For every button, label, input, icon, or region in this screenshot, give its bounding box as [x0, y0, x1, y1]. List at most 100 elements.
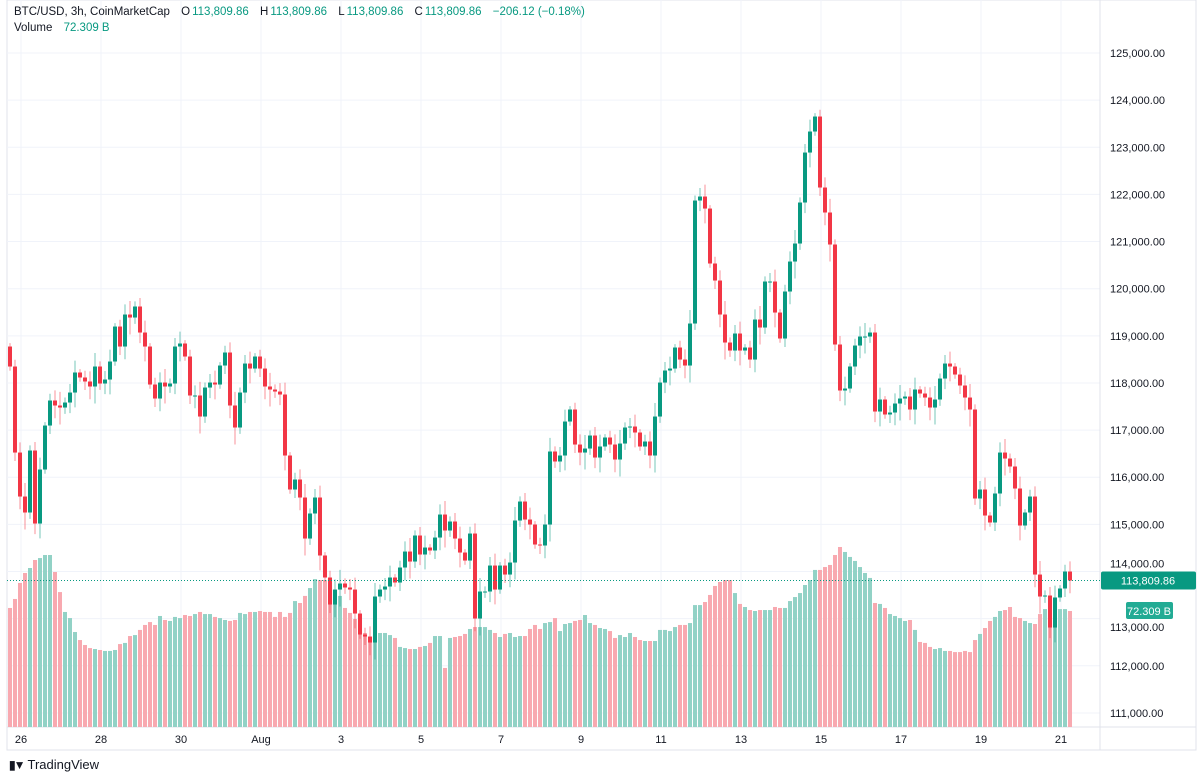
candle — [508, 552, 512, 588]
candle — [813, 113, 817, 136]
candle — [993, 486, 997, 531]
candle-body — [793, 243, 797, 262]
candle-body — [443, 514, 447, 531]
candle — [278, 383, 282, 406]
candle — [1048, 587, 1052, 639]
volume-bar — [1043, 609, 1047, 727]
volume-bar — [563, 623, 567, 727]
candle-body — [438, 514, 442, 538]
volume-bar — [148, 622, 152, 727]
candle-body — [283, 394, 287, 456]
candle — [598, 434, 602, 473]
candle-body — [543, 524, 547, 546]
candle — [858, 326, 862, 359]
volume-bar — [443, 667, 447, 727]
volume-bar — [153, 624, 157, 727]
volume-bar — [698, 605, 702, 727]
candle — [783, 284, 787, 348]
candle — [478, 577, 482, 636]
candle — [293, 472, 297, 498]
candle-body — [433, 537, 437, 551]
candle-body — [518, 501, 522, 521]
volume-bar — [858, 567, 862, 727]
volume-bar — [803, 585, 807, 727]
volume-bar — [523, 636, 527, 727]
candle-body — [628, 426, 632, 428]
symbol-label[interactable]: BTC/USD, 3h, CoinMarketCap — [14, 6, 170, 18]
volume-bar — [363, 632, 367, 727]
candle-body — [673, 347, 677, 369]
candle — [698, 188, 702, 212]
candle — [513, 506, 517, 580]
candle — [933, 385, 937, 425]
candle-body — [1053, 597, 1057, 628]
volume-bar — [873, 602, 877, 727]
volume-bar — [378, 632, 382, 727]
candle-body — [943, 363, 947, 379]
volume-bar — [773, 606, 777, 727]
volume-bar — [573, 620, 577, 727]
candle-body — [883, 399, 887, 415]
candle — [13, 359, 17, 462]
volume-bar — [753, 611, 757, 727]
volume-bar — [743, 606, 747, 727]
candle — [638, 429, 642, 451]
volume-bar — [958, 652, 962, 727]
candle-body — [468, 533, 472, 561]
candle — [693, 195, 697, 330]
candle — [208, 374, 212, 399]
candle-body — [958, 374, 962, 386]
volume-bar — [238, 612, 242, 727]
candle-body — [598, 446, 602, 458]
volume-bar — [578, 619, 582, 727]
volume-bar — [933, 649, 937, 727]
candle-body — [493, 565, 497, 590]
candle — [1003, 438, 1007, 476]
candle-body — [28, 450, 32, 513]
volume-bar — [888, 614, 892, 727]
candle — [453, 513, 457, 550]
candle — [618, 429, 622, 477]
candle — [378, 584, 382, 603]
volume-bar — [668, 631, 672, 727]
candle — [498, 562, 502, 594]
volume-bar — [783, 607, 787, 727]
candle-body — [243, 363, 247, 393]
tradingview-brand[interactable]: ▮▼ TradingView — [9, 757, 99, 772]
candle — [548, 437, 552, 542]
volume-bar — [588, 623, 592, 727]
candle-body — [1028, 496, 1032, 513]
candle-body — [738, 333, 742, 351]
candle-body — [538, 544, 542, 546]
volume-bar — [808, 580, 812, 727]
volume-bar — [338, 595, 342, 727]
volume-label[interactable]: Volume — [14, 22, 53, 34]
candle-series — [8, 109, 1072, 660]
volume-bar — [518, 636, 522, 727]
candle-body — [703, 196, 707, 209]
candle-body — [373, 596, 377, 643]
candle — [268, 372, 272, 407]
candle — [668, 356, 672, 386]
time-tick-label: 21 — [1055, 734, 1067, 746]
candle-body — [953, 366, 957, 375]
volume-bar — [823, 567, 827, 727]
candle-body — [33, 450, 37, 524]
volume-bar — [963, 650, 967, 727]
volume-bar — [453, 636, 457, 727]
volume-bar — [103, 650, 107, 727]
volume-bar — [168, 620, 172, 727]
candle — [413, 530, 417, 568]
candle-body — [618, 443, 622, 460]
volume-bar — [853, 560, 857, 727]
candle — [233, 391, 237, 445]
volume-bar — [138, 629, 142, 727]
candle — [528, 507, 532, 540]
volume-bar — [33, 559, 37, 727]
volume-bar — [78, 640, 82, 727]
volume-bar — [793, 597, 797, 727]
candle — [973, 404, 977, 505]
candle — [913, 377, 917, 425]
volume-bar — [878, 603, 882, 727]
